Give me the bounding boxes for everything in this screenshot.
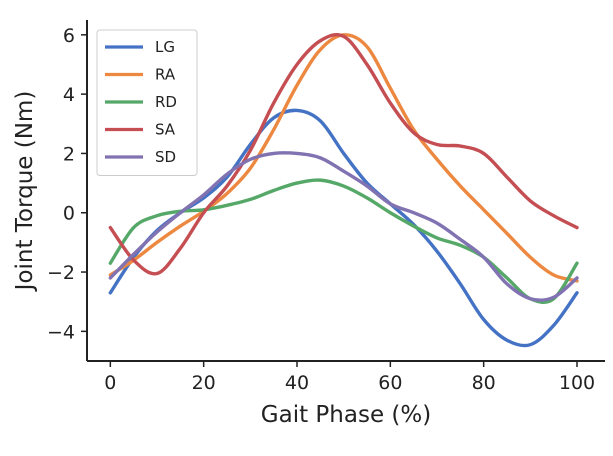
series-line-sd [108, 151, 579, 302]
x-tick-label: 40 [285, 372, 309, 394]
x-axis-label: Gait Phase (%) [261, 402, 431, 428]
ticks: 0 20 40 60 80 100 −4 −2 0 2 4 6 [47, 25, 595, 394]
x-tick-label: 20 [192, 372, 216, 394]
x-tick-label: 0 [104, 372, 116, 394]
series-line-sa [108, 32, 579, 276]
y-tick-label: −4 [47, 321, 75, 343]
legend-label-rd: RD [155, 93, 177, 111]
legend: LG RA RD SA SD [96, 29, 198, 176]
legend-box [96, 29, 198, 176]
x-tick-label: 100 [559, 372, 595, 394]
series-line-rd [108, 178, 579, 304]
legend-label-sd: SD [155, 148, 176, 166]
series-layer [108, 32, 579, 348]
x-tick-label: 80 [472, 372, 496, 394]
legend-label-sa: SA [155, 121, 176, 139]
y-axis-label: Joint Torque (Nm) [12, 91, 38, 293]
legend-label-ra: RA [155, 66, 176, 84]
x-tick-label: 60 [378, 372, 402, 394]
y-tick-label: 4 [63, 84, 75, 106]
y-tick-label: 2 [63, 143, 75, 165]
legend-label-lg: LG [155, 38, 175, 56]
y-tick-label: −2 [47, 262, 75, 284]
y-tick-label: 6 [63, 25, 75, 47]
y-tick-label: 0 [63, 203, 75, 225]
axes [86, 20, 605, 362]
